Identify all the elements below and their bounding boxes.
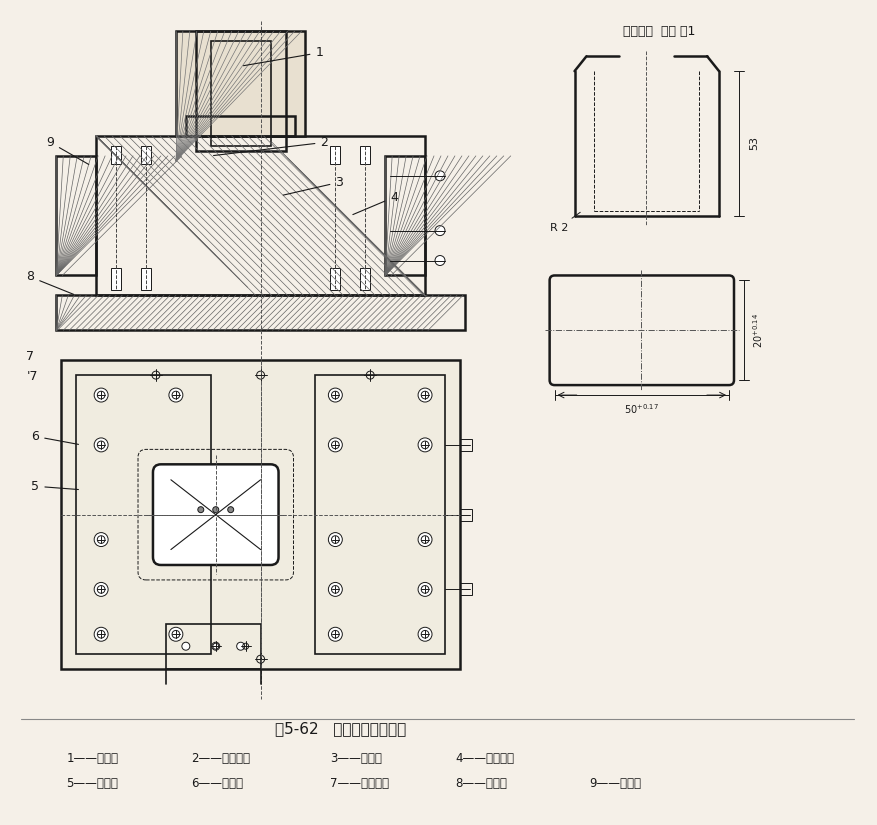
Bar xyxy=(56,295,465,330)
Text: 2——定位板；: 2——定位板； xyxy=(191,752,250,766)
Circle shape xyxy=(328,582,342,596)
Circle shape xyxy=(94,388,108,402)
Circle shape xyxy=(169,388,183,402)
Text: '7: '7 xyxy=(26,370,38,383)
Bar xyxy=(141,268,151,290)
Text: 20$^{+0.14}$: 20$^{+0.14}$ xyxy=(751,313,765,348)
Text: 8: 8 xyxy=(26,271,74,295)
Circle shape xyxy=(328,533,342,546)
Text: 4——固定板；: 4——固定板； xyxy=(455,752,514,766)
Bar xyxy=(460,509,472,521)
Text: 1——凸模；: 1——凸模； xyxy=(67,752,118,766)
FancyBboxPatch shape xyxy=(153,464,279,565)
Circle shape xyxy=(418,388,432,402)
Circle shape xyxy=(435,225,445,236)
Circle shape xyxy=(435,171,445,181)
Bar xyxy=(196,31,286,151)
Bar xyxy=(176,31,305,136)
Bar xyxy=(385,156,425,276)
Circle shape xyxy=(94,627,108,641)
Text: 6——手把；: 6——手把； xyxy=(191,777,243,790)
Text: 53: 53 xyxy=(749,136,759,150)
Text: 3: 3 xyxy=(283,176,343,195)
Bar xyxy=(186,116,296,136)
Bar xyxy=(76,375,210,654)
Bar xyxy=(331,146,340,164)
Bar xyxy=(316,375,445,654)
Bar xyxy=(166,625,260,669)
Bar xyxy=(141,146,151,164)
Circle shape xyxy=(94,533,108,546)
Circle shape xyxy=(418,582,432,596)
Text: 3——托板；: 3——托板； xyxy=(331,752,382,766)
Circle shape xyxy=(435,256,445,266)
Bar xyxy=(331,268,340,290)
Circle shape xyxy=(418,627,432,641)
Bar xyxy=(111,146,121,164)
Circle shape xyxy=(94,438,108,452)
Circle shape xyxy=(328,627,342,641)
Bar xyxy=(360,146,370,164)
Circle shape xyxy=(211,642,220,650)
Circle shape xyxy=(198,507,203,512)
Text: R 2: R 2 xyxy=(550,212,581,233)
Circle shape xyxy=(237,642,245,650)
Text: 制件材料  黄铜 厚1: 制件材料 黄铜 厚1 xyxy=(623,25,695,38)
Text: 50$^{+0.17}$: 50$^{+0.17}$ xyxy=(624,402,659,416)
Text: 5: 5 xyxy=(32,480,78,493)
Text: 2: 2 xyxy=(213,136,328,156)
Text: 7: 7 xyxy=(26,350,34,363)
Bar xyxy=(460,583,472,596)
Bar xyxy=(111,268,121,290)
Bar xyxy=(360,268,370,290)
Text: 4: 4 xyxy=(353,191,398,214)
Bar xyxy=(56,156,96,276)
Text: 8——导板；: 8——导板； xyxy=(455,777,507,790)
Text: 图5-62   移动式凹模拉伸模: 图5-62 移动式凹模拉伸模 xyxy=(275,721,406,737)
Bar xyxy=(96,136,425,295)
Circle shape xyxy=(169,627,183,641)
Text: 9: 9 xyxy=(46,136,89,164)
Circle shape xyxy=(328,438,342,452)
Circle shape xyxy=(94,582,108,596)
Circle shape xyxy=(228,507,233,512)
Circle shape xyxy=(213,507,218,512)
Bar xyxy=(460,439,472,451)
Bar xyxy=(210,41,271,146)
Bar xyxy=(61,361,460,669)
Text: 6: 6 xyxy=(32,430,78,445)
Text: 7——刮料板；: 7——刮料板； xyxy=(331,777,389,790)
Circle shape xyxy=(418,533,432,546)
Circle shape xyxy=(418,438,432,452)
Text: 9——凹模。: 9——凹模。 xyxy=(589,777,641,790)
Circle shape xyxy=(328,388,342,402)
Text: 1: 1 xyxy=(244,46,324,66)
Circle shape xyxy=(182,642,189,650)
Text: 5——接套；: 5——接套； xyxy=(67,777,118,790)
